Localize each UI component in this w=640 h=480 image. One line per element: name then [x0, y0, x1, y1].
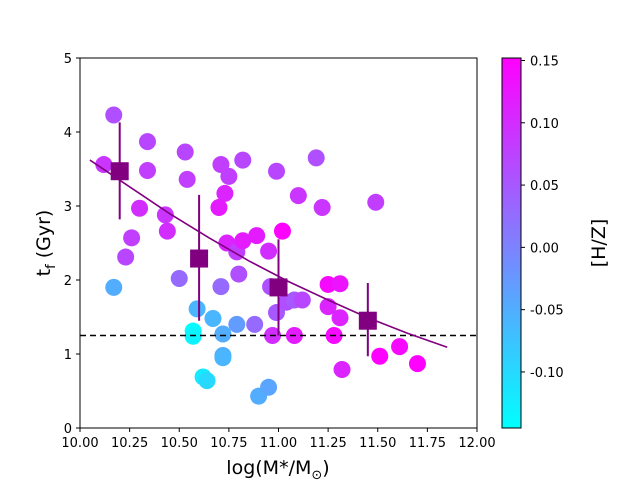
y-tick-label: 3	[64, 200, 72, 215]
colorbar-tick-label: 0.10	[530, 117, 559, 132]
colorbar-tick-label: 0.15	[530, 54, 559, 69]
binned-mean-marker	[110, 162, 129, 181]
scatter-point	[313, 198, 331, 216]
scatter-point	[220, 167, 238, 185]
colorbar-gradient	[502, 58, 521, 428]
y-axis: 0 1 2 3 4 5	[64, 52, 80, 437]
scatter-point	[248, 227, 266, 245]
x-tick-label: 11.00	[260, 436, 297, 451]
scatter-point	[95, 156, 113, 174]
scatter-point	[158, 222, 176, 240]
colorbar-ticks: -0.10 -0.05 0.00 0.05 0.10 0.15	[521, 54, 564, 381]
scatter-point	[117, 248, 135, 266]
x-tick-label: 12.00	[458, 436, 495, 451]
x-tick-label: 10.50	[161, 436, 198, 451]
y-tick-label: 1	[64, 348, 72, 363]
scatter-point	[138, 133, 156, 151]
scatter-point	[228, 315, 246, 333]
y-tick-label: 4	[64, 126, 72, 141]
colorbar-tick-label: 0.00	[530, 241, 559, 256]
scatter-point	[105, 278, 123, 296]
binned-mean-marker	[190, 249, 209, 268]
data-layer	[80, 106, 477, 405]
scatter-point	[307, 149, 325, 167]
x-tick-label: 10.00	[61, 436, 98, 451]
scatter-point	[170, 270, 188, 288]
scatter-point	[260, 242, 278, 260]
scatter-point	[246, 315, 264, 333]
scatter-point	[214, 325, 232, 343]
binned-mean-marker	[269, 278, 288, 297]
scatter-point	[367, 193, 385, 211]
fit-line	[89, 159, 448, 349]
scatter-point	[408, 355, 426, 373]
x-axis-label-main: log(M*/M	[226, 457, 311, 479]
x-axis-label-end: )	[322, 457, 329, 479]
x-tick-label: 11.25	[310, 436, 347, 451]
scatter-point	[156, 206, 174, 224]
scatter-point	[216, 184, 234, 202]
y-axis-label-main: t	[33, 269, 55, 276]
y-tick-label: 5	[64, 52, 72, 67]
x-tick-label: 10.75	[210, 436, 247, 451]
colorbar-label: [H/Z]	[588, 219, 610, 268]
scatter-point	[123, 229, 141, 247]
scatter-point	[214, 349, 232, 367]
scatter-point	[105, 106, 123, 124]
x-axis: 10.00 10.25 10.50 10.75 11.00 11.25 11.50 11.75…	[61, 428, 496, 451]
colorbar-tick-label: 0.05	[530, 179, 559, 194]
x-tick-label: 11.75	[409, 436, 446, 451]
scatter-point	[268, 162, 286, 180]
scatter-point	[138, 161, 156, 179]
scatter-point	[333, 361, 351, 379]
scatter-point	[391, 338, 409, 356]
scatter-point	[234, 232, 252, 250]
scatter-point	[212, 278, 230, 296]
colorbar: -0.10 -0.05 0.00 0.05 0.10 0.15 [H/Z]	[501, 54, 610, 429]
scatter-point	[204, 309, 222, 327]
scatter-point	[289, 187, 307, 205]
scatter-point	[176, 143, 194, 161]
scatter-point	[210, 198, 228, 216]
scatter-point	[178, 170, 196, 188]
x-axis-label-sub: ⊙	[311, 468, 322, 480]
scatter-point	[293, 291, 311, 309]
colorbar-tick-label: -0.10	[530, 366, 564, 381]
y-axis-label-end: (Gyr)	[33, 210, 55, 265]
scatter-point	[131, 199, 149, 217]
binned-mean-marker	[358, 311, 377, 330]
scatter-point	[198, 372, 216, 390]
scatter-point	[230, 265, 248, 283]
scatter-point	[234, 151, 252, 169]
colorbar-frame	[501, 57, 522, 429]
y-axis-label: tf (Gyr)	[33, 210, 59, 277]
scatter-point	[273, 222, 291, 240]
plot-area: 10.00 10.25 10.50 10.75 11.00 11.25 11.50 11.75…	[61, 52, 495, 451]
scatter-point	[331, 309, 349, 327]
x-tick-label: 11.50	[359, 436, 396, 451]
scatter-point	[371, 347, 389, 365]
x-axis-label: log(M*/M⊙)	[226, 457, 329, 480]
x-tick-label: 10.25	[111, 436, 148, 451]
y-tick-label: 2	[64, 274, 72, 289]
scatter-point	[331, 275, 349, 293]
y-axis-label-sub: f	[44, 264, 59, 269]
scatter-point	[260, 378, 278, 396]
colorbar-tick-label: -0.05	[530, 304, 564, 319]
scatter-point	[188, 300, 206, 318]
y-tick-label: 0	[64, 422, 72, 437]
